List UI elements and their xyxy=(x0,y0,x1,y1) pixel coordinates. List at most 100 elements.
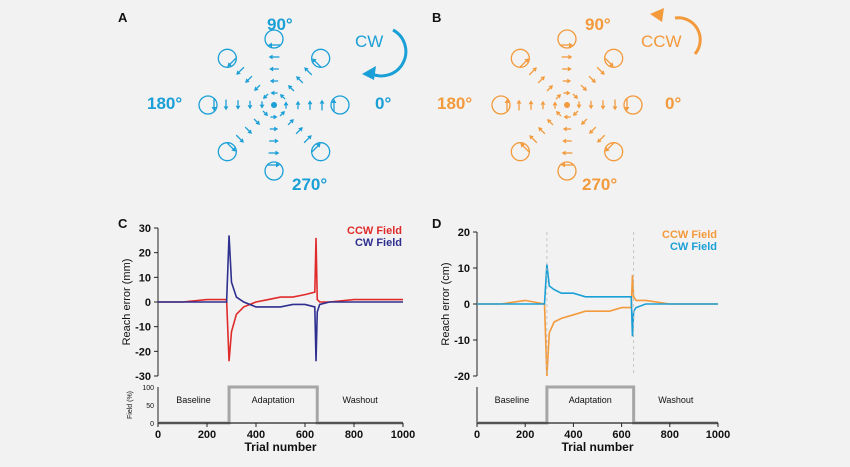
force-arrowhead xyxy=(270,90,275,96)
force-arrowhead xyxy=(235,105,241,110)
panel-d-label: D xyxy=(432,216,441,231)
x-tick-label: 600 xyxy=(612,429,630,441)
force-arrowhead xyxy=(319,99,325,104)
start-point xyxy=(271,102,277,108)
legend-entry: CW Field xyxy=(670,241,717,253)
force-arrow xyxy=(226,142,234,150)
force-arrowhead xyxy=(504,99,510,103)
force-arrow xyxy=(572,93,576,97)
force-arrowhead xyxy=(576,104,582,109)
force-arrow xyxy=(262,110,266,114)
y-tick-label: 10 xyxy=(139,272,151,284)
force-arrow xyxy=(290,87,295,92)
force-arrow xyxy=(575,110,579,114)
force-field-diagram-ccw xyxy=(491,29,643,181)
force-arrowhead xyxy=(597,138,602,143)
x-axis-label: Trial number xyxy=(561,440,633,454)
force-arrowhead xyxy=(295,100,301,105)
legend-entry: CCW Field xyxy=(347,225,402,237)
force-arrow xyxy=(583,118,588,123)
force-arrowhead xyxy=(624,107,630,111)
force-arrowhead xyxy=(254,86,259,91)
force-arrow xyxy=(596,66,603,73)
angle-0-label: 0° xyxy=(375,94,391,113)
force-arrow xyxy=(599,134,606,141)
force-arrowhead xyxy=(279,93,285,99)
force-arrowhead xyxy=(605,147,610,152)
target-circle xyxy=(491,95,511,115)
force-arrowhead xyxy=(307,135,312,140)
phase-label-adaptation: Adaptation xyxy=(252,395,295,405)
series-line-2 xyxy=(477,264,718,337)
x-tick-label: 800 xyxy=(661,429,679,441)
force-arrow xyxy=(235,134,242,141)
force-arrowhead xyxy=(609,62,614,67)
force-arrowhead xyxy=(600,70,605,75)
x-tick-label: 200 xyxy=(516,429,534,441)
force-arrowhead xyxy=(524,58,529,63)
y-tick-label: -20 xyxy=(135,346,151,358)
force-arrow xyxy=(295,129,301,135)
force-arrowhead xyxy=(567,78,572,84)
x-tick-label: 400 xyxy=(247,429,265,441)
target-circle xyxy=(557,161,577,181)
force-arrow xyxy=(531,137,538,144)
force-arrowhead xyxy=(568,54,573,60)
y-axis-label: Reach error (cm) xyxy=(440,262,452,345)
target-circle xyxy=(311,48,331,68)
force-arrowhead xyxy=(269,66,274,72)
force-arrowhead xyxy=(573,94,579,100)
force-arrowhead xyxy=(296,76,301,81)
phase-label-adaptation: Adaptation xyxy=(569,395,612,405)
force-arrowhead xyxy=(231,147,236,152)
angle-90-label: 90° xyxy=(267,15,293,34)
force-field-diagram-cw xyxy=(198,29,350,181)
force-arrowhead xyxy=(562,126,567,132)
force-arrowhead xyxy=(520,143,525,148)
force-arrowhead xyxy=(316,143,321,148)
force-arrowhead xyxy=(236,70,241,75)
angle-270-label: 270° xyxy=(292,175,327,194)
force-arrowhead xyxy=(223,106,229,111)
force-arrowhead xyxy=(268,54,273,60)
force-arrowhead xyxy=(289,119,294,124)
y-tick-label: 0 xyxy=(145,297,151,309)
panel-b-label: B xyxy=(432,10,441,25)
force-arrow xyxy=(540,129,546,135)
x-tick-label: 600 xyxy=(296,429,314,441)
series-line-1 xyxy=(158,237,403,362)
phase-label-washout: Washout xyxy=(658,395,694,405)
force-arrowhead xyxy=(612,106,618,111)
ccw-label: CCW xyxy=(641,32,682,51)
force-arrowhead xyxy=(274,126,279,132)
target-circle xyxy=(510,142,530,162)
force-arrow xyxy=(591,126,597,132)
phase-label-baseline: Baseline xyxy=(176,395,211,405)
force-arrowhead xyxy=(259,104,265,109)
target-circle xyxy=(217,48,237,68)
force-arrowhead xyxy=(547,119,552,124)
strip-tick-label: 0 xyxy=(150,421,154,428)
force-arrow xyxy=(546,87,551,92)
force-arrowhead xyxy=(273,114,278,120)
y-axis-label: Reach error (mm) xyxy=(121,259,133,346)
force-arrowhead xyxy=(561,162,565,168)
force-arrowhead xyxy=(276,162,280,168)
force-arrowhead xyxy=(516,99,522,104)
force-arrowhead xyxy=(589,129,594,134)
force-arrow xyxy=(265,93,269,97)
force-arrowhead xyxy=(528,100,534,105)
force-arrowhead xyxy=(331,99,337,103)
force-arrowhead xyxy=(307,100,313,105)
force-arrowhead xyxy=(268,42,272,48)
target-circle xyxy=(510,48,530,68)
force-arrowhead xyxy=(600,105,606,110)
target-circle xyxy=(557,29,577,49)
strip-tick-label: 100 xyxy=(142,385,154,392)
force-arrowhead xyxy=(263,111,269,117)
force-arrowhead xyxy=(591,78,596,83)
start-point xyxy=(564,102,570,108)
series-line-1 xyxy=(477,275,718,377)
phase-label-baseline: Baseline xyxy=(495,395,530,405)
